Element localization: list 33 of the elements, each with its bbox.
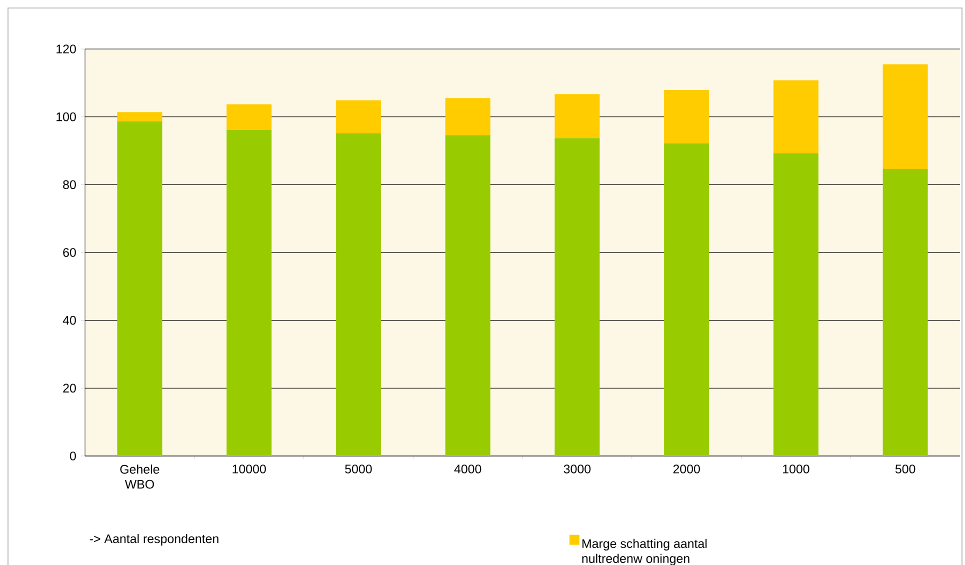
bar: [336, 100, 381, 134]
y-tick-label: 120: [56, 44, 76, 54]
bar: [664, 90, 710, 144]
bar: [445, 135, 490, 456]
bar: [117, 121, 162, 456]
legend-label: Marge schatting aantal nultredenw oningen: [582, 538, 707, 565]
bar: [773, 153, 818, 456]
x-tick-label: 1000: [783, 464, 810, 474]
y-tick-label: 60: [63, 248, 76, 257]
bar: [554, 138, 600, 456]
x-tick-label: 3000: [564, 464, 591, 474]
bar: [554, 94, 600, 138]
x-tick-label: 4000: [454, 464, 482, 474]
bar: [773, 80, 818, 154]
y-tick-label: 20: [63, 384, 76, 393]
bar: [664, 143, 710, 456]
bar: [445, 98, 490, 136]
x-tick-label: 5000: [345, 464, 372, 474]
x-tick-label: 10000: [232, 464, 266, 474]
x-tick-label: 2000: [673, 464, 700, 474]
y-tick-label: 80: [63, 180, 76, 190]
text: -> Aantal respondenten: [90, 534, 218, 546]
y-tick-label: 100: [56, 112, 76, 122]
bar: [226, 104, 272, 130]
bar: [336, 133, 381, 456]
bar: [226, 130, 272, 456]
bar: [882, 169, 928, 456]
bar: [882, 64, 928, 170]
bar: [117, 112, 162, 122]
x-tick-label: 500: [895, 464, 916, 474]
y-tick-label: 40: [62, 316, 76, 325]
x-tick-label: Gehele WBO: [120, 464, 160, 489]
y-tick-label: 0: [70, 452, 76, 460]
